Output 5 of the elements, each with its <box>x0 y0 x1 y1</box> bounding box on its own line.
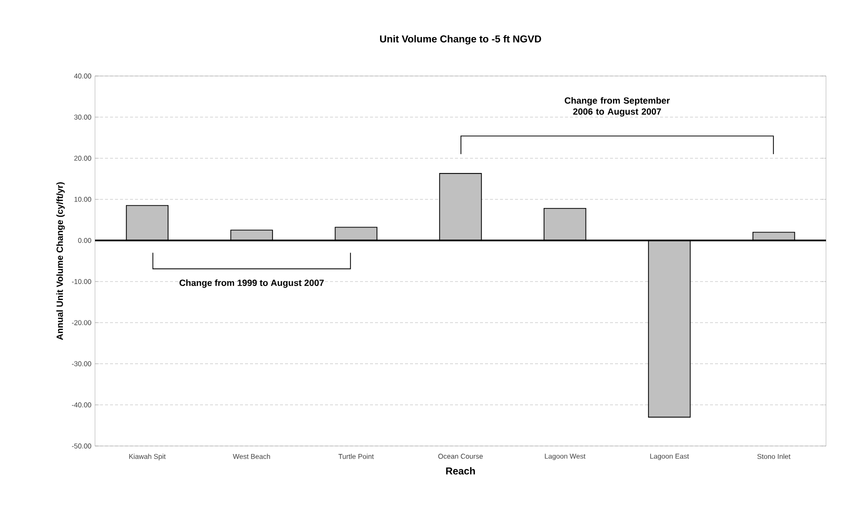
annotation: Change from 1999 to August 2007 <box>180 279 324 288</box>
annotation: Change from September 2006 to August 2007 <box>564 97 670 117</box>
chart-title: Unit Volume Change to -5 ft NGVD <box>380 35 542 44</box>
x-axis-title: Reach <box>446 467 475 475</box>
y-axis-title: Annual Unit Volume Change (cy/ft/yr) <box>56 182 65 340</box>
